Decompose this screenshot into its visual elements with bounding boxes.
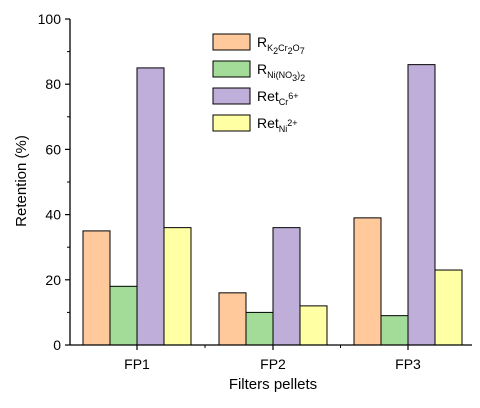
y-tick-label: 60 xyxy=(45,141,61,157)
bars-layer xyxy=(82,64,463,346)
y-tick-label: 80 xyxy=(45,76,61,92)
bar-fp3-series-2 xyxy=(380,315,409,346)
bar-fp1-series-2 xyxy=(109,285,138,346)
bar-fp3-series-1 xyxy=(353,217,382,346)
bar-fp1-series-4 xyxy=(163,227,192,346)
bar-fp3-series-3 xyxy=(407,64,436,346)
y-tick-label: 100 xyxy=(38,11,62,27)
x-axis-title: Filters pellets xyxy=(229,376,317,393)
y-axis-title: Retention (%) xyxy=(13,135,30,227)
ticks-layer: 0 20 40 60 80 100 FP1 FP2 FP3 xyxy=(38,11,421,372)
y-tick-label: 40 xyxy=(45,207,61,223)
bar-fp1-series-1 xyxy=(82,230,111,346)
bar-fp2-series-3 xyxy=(272,227,301,346)
bar-fp2-series-2 xyxy=(245,311,274,346)
legend-swatch-1 xyxy=(212,33,251,51)
legend-swatch-3 xyxy=(212,87,251,105)
legend-label-4: RetNi2+ xyxy=(257,115,298,134)
bar-fp3-series-4 xyxy=(434,269,463,346)
bar-fp2-series-1 xyxy=(218,292,247,346)
bar-fp2-series-4 xyxy=(299,305,328,346)
y-tick-label: 0 xyxy=(53,337,61,353)
x-tick-label: FP3 xyxy=(395,356,421,372)
y-tick-label: 20 xyxy=(45,272,61,288)
x-tick-label: FP1 xyxy=(124,356,150,372)
legend-label-3: RetCr6+ xyxy=(257,88,299,107)
legend: RK2Cr2O7 RNi(NO3)2 RetCr6+ RetNi2+ xyxy=(212,33,305,134)
legend-label-1: RK2Cr2O7 xyxy=(257,34,305,56)
x-tick-label: FP2 xyxy=(260,356,286,372)
legend-swatch-2 xyxy=(212,60,251,78)
bar-fp1-series-3 xyxy=(136,67,165,346)
legend-label-2: RNi(NO3)2 xyxy=(257,61,305,83)
legend-swatch-4 xyxy=(212,114,251,132)
